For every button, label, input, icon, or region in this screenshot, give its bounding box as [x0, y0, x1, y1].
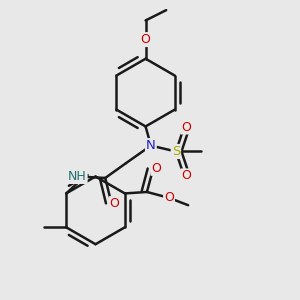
Text: N: N — [146, 139, 156, 152]
Text: S: S — [172, 145, 180, 158]
Text: O: O — [181, 121, 191, 134]
Text: O: O — [164, 191, 174, 204]
Text: O: O — [110, 197, 120, 210]
Text: O: O — [152, 162, 161, 175]
Text: O: O — [141, 33, 151, 46]
Text: NH: NH — [68, 170, 87, 183]
Text: O: O — [181, 169, 191, 182]
